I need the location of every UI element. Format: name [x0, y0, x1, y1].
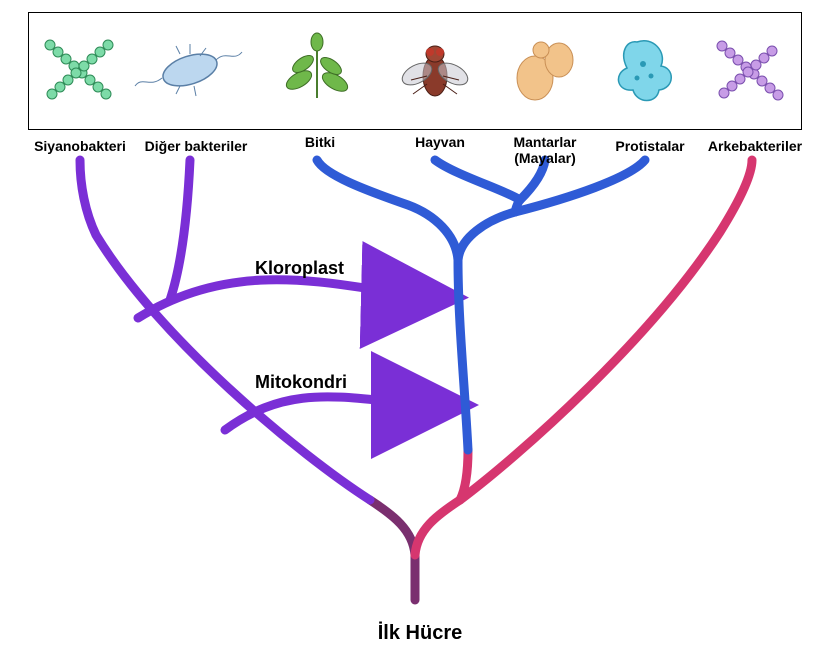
diagram-stage: { "canvas": { "width": 825, "height": 65…: [0, 0, 825, 657]
icons-svg: [0, 0, 825, 657]
other-bacteria-icon: [135, 44, 242, 96]
plant-icon: [283, 33, 350, 98]
label-other-bacteria: Diğer bakteriler: [136, 138, 256, 154]
fungi-icon: [517, 42, 573, 100]
archaea-icon: [717, 41, 783, 100]
label-protists: Protistalar: [605, 138, 695, 154]
label-plant: Bitki: [300, 134, 340, 150]
label-fungi: Mantarlar (Mayalar): [500, 134, 590, 166]
label-chloroplast: Kloroplast: [255, 258, 344, 279]
protist-icon: [618, 41, 671, 101]
cyanobacteria-icon: [45, 40, 113, 99]
animal-icon: [399, 46, 472, 96]
label-animal: Hayvan: [410, 134, 470, 150]
label-archaea: Arkebakteriler: [700, 138, 810, 154]
label-mitochondria: Mitokondri: [255, 372, 347, 393]
label-root: İlk Hücre: [345, 622, 495, 645]
label-cyanobacteria: Siyanobakteri: [30, 138, 130, 154]
